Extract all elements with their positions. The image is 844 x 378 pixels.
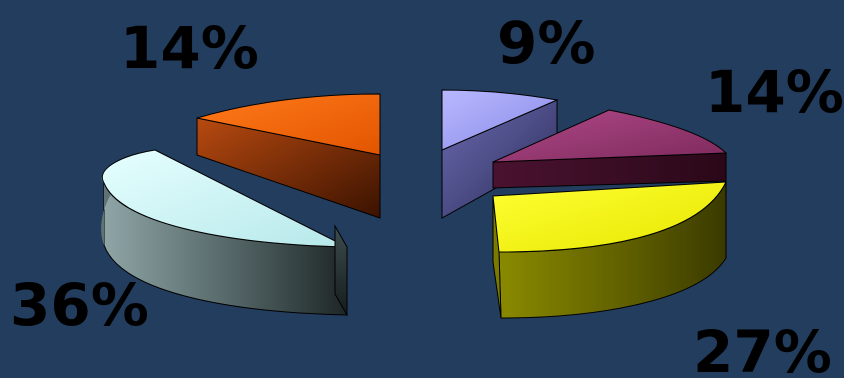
slice-label-yellow: 27% [693, 318, 832, 378]
slice-cyan [101, 149, 348, 317]
slice-label-cyan: 36% [10, 271, 149, 339]
slice-label-orange: 14% [120, 14, 259, 82]
slice-orange [196, 93, 381, 219]
slice-magenta [492, 109, 728, 189]
slice-label-magenta: 14% [705, 58, 844, 126]
slice-label-lavender: 9% [497, 9, 595, 77]
slice-yellow [492, 181, 727, 319]
